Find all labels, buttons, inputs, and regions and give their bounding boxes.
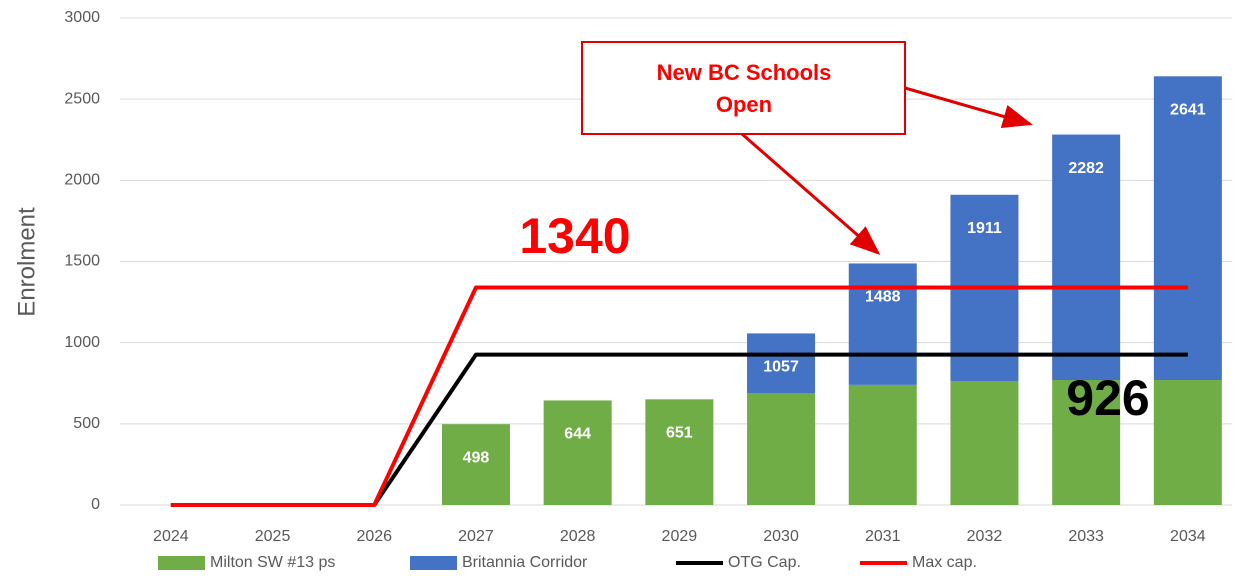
bar	[441, 424, 510, 505]
bar	[950, 380, 1019, 505]
callout-text: New BC Schools	[657, 60, 832, 85]
y-axis-label: Enrolment	[13, 207, 40, 317]
x-tick-label: 2029	[662, 528, 698, 545]
bar	[747, 392, 816, 505]
annotation: 1340	[519, 208, 630, 264]
annotation: 926	[1066, 370, 1149, 426]
callout-text: Open	[716, 92, 772, 117]
y-tick-label: 2000	[64, 172, 100, 189]
bar	[1153, 76, 1222, 381]
x-tick-label: 2030	[763, 528, 799, 545]
x-tick-label: 2027	[458, 528, 494, 545]
legend-label: Britannia Corridor	[462, 554, 588, 571]
legend-label: Milton SW #13 ps	[210, 554, 335, 571]
callout-arrow	[904, 86, 1033, 129]
legend-swatch	[410, 556, 457, 570]
bar	[848, 263, 917, 385]
bar	[1052, 134, 1121, 381]
bar	[1153, 380, 1222, 505]
data-label: 2282	[1068, 160, 1104, 177]
legend-label: Max cap.	[912, 554, 977, 571]
data-label: 498	[463, 449, 490, 466]
x-tick-label: 2031	[865, 528, 901, 545]
data-label: 1911	[967, 220, 1002, 237]
data-label: 651	[666, 425, 693, 442]
y-tick-label: 3000	[64, 9, 100, 26]
legend-label: OTG Cap.	[728, 554, 801, 571]
x-tick-label: 2024	[153, 528, 189, 545]
y-tick-label: 1000	[64, 334, 100, 351]
y-tick-label: 0	[91, 496, 100, 513]
data-label: 644	[564, 426, 591, 443]
y-tick-label: 2500	[64, 90, 100, 107]
plot-area: 0 500 1000 1500 2000 2500 3000 2024 2025 2026 2027…	[64, 9, 1232, 545]
x-tick-label: 2033	[1068, 528, 1104, 545]
bar	[747, 333, 816, 393]
bar	[645, 399, 714, 505]
data-label: 2641	[1170, 101, 1206, 118]
x-tick-label: 2032	[967, 528, 1003, 545]
bar	[1052, 380, 1121, 505]
bar	[848, 384, 917, 505]
legend: Milton SW #13 ps Britannia Corridor OTG Ca…	[158, 554, 977, 571]
callout-arrow	[741, 132, 881, 255]
x-tick-label: 2034	[1170, 528, 1206, 545]
x-tick-label: 2025	[255, 528, 291, 545]
legend-swatch	[158, 556, 205, 570]
y-tick-label: 500	[73, 415, 100, 432]
line	[170, 285, 1188, 507]
data-label: 1488	[865, 289, 901, 306]
x-tick-label: 2028	[560, 528, 596, 545]
callout-box	[581, 41, 906, 135]
data-label: 1057	[763, 359, 799, 376]
x-tick-label: 2026	[356, 528, 392, 545]
y-tick-label: 1500	[64, 253, 100, 270]
bar	[543, 400, 612, 505]
